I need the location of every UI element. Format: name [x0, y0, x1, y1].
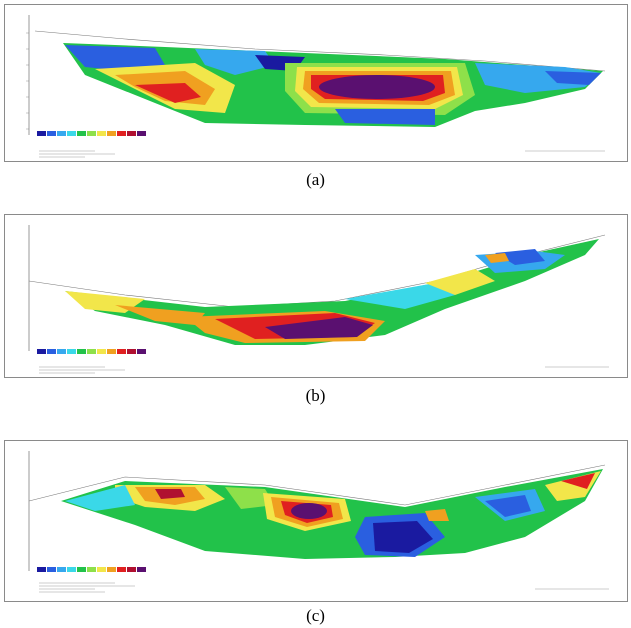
resistivity-plot-b — [28, 225, 609, 374]
topography-line — [34, 30, 606, 72]
resistivity-section-a — [4, 4, 628, 162]
caption-c: (c) — [306, 606, 325, 625]
conductive-anomaly — [265, 317, 373, 339]
resistivity-section-c — [4, 440, 628, 602]
resistivity-plot-a — [26, 15, 606, 158]
caption-a: (a) — [306, 170, 325, 189]
color-scale-c — [37, 567, 146, 572]
color-scale-a — [37, 131, 146, 136]
conductive-anomaly — [291, 503, 327, 519]
resistivity-section-b — [4, 214, 628, 378]
caption-b: (b) — [305, 386, 326, 405]
color-scale-b — [37, 349, 146, 354]
conductive-anomaly — [319, 75, 435, 99]
topography-line — [28, 464, 606, 506]
resistivity-plot-c — [28, 451, 609, 593]
